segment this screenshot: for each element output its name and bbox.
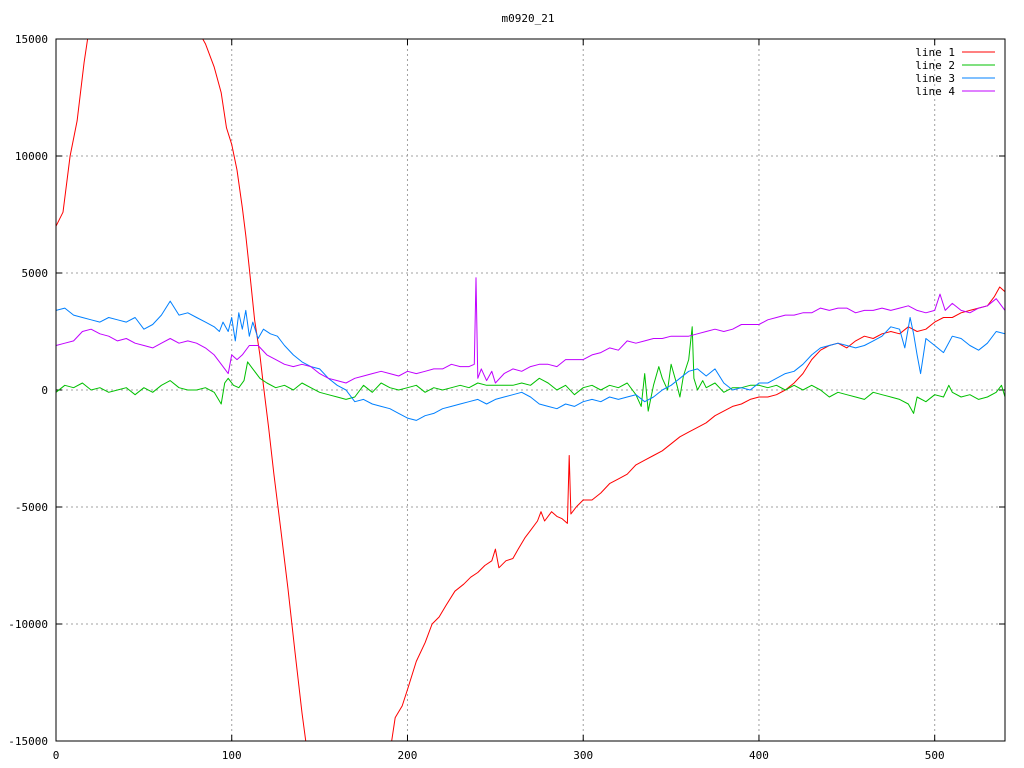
legend-label: line 3 bbox=[915, 72, 955, 85]
grid-lines bbox=[56, 39, 1005, 741]
series-line-3 bbox=[56, 300, 1005, 421]
legend-label: line 1 bbox=[915, 46, 955, 59]
y-tick-label: -15000 bbox=[8, 735, 48, 748]
axis-ticks: 0 100 200 300 400 500 -15000 -10000 -5000 0 5000 10… bbox=[8, 33, 1005, 762]
x-tick-label: 200 bbox=[398, 749, 418, 762]
y-tick-label: 0 bbox=[41, 384, 48, 397]
legend-label: line 4 bbox=[915, 85, 955, 98]
y-tick-label: 10000 bbox=[15, 150, 48, 163]
y-tick-label: -10000 bbox=[8, 618, 48, 631]
y-tick-label: 5000 bbox=[22, 267, 49, 280]
series-line-2 bbox=[56, 326, 1005, 414]
legend-label: line 2 bbox=[915, 59, 955, 72]
series-line-4 bbox=[56, 277, 1005, 384]
x-tick-label: 500 bbox=[925, 749, 945, 762]
chart-title: m0920_21 bbox=[502, 12, 555, 25]
x-tick-label: 100 bbox=[222, 749, 242, 762]
plot-frame bbox=[55, 38, 1006, 742]
x-tick-label: 0 bbox=[53, 749, 60, 762]
y-tick-label: -5000 bbox=[15, 501, 48, 514]
x-tick-label: 400 bbox=[749, 749, 769, 762]
series-group bbox=[56, 39, 1005, 741]
x-tick-label: 300 bbox=[573, 749, 593, 762]
series-line-1 bbox=[56, 39, 1005, 741]
y-tick-label: 15000 bbox=[15, 33, 48, 46]
